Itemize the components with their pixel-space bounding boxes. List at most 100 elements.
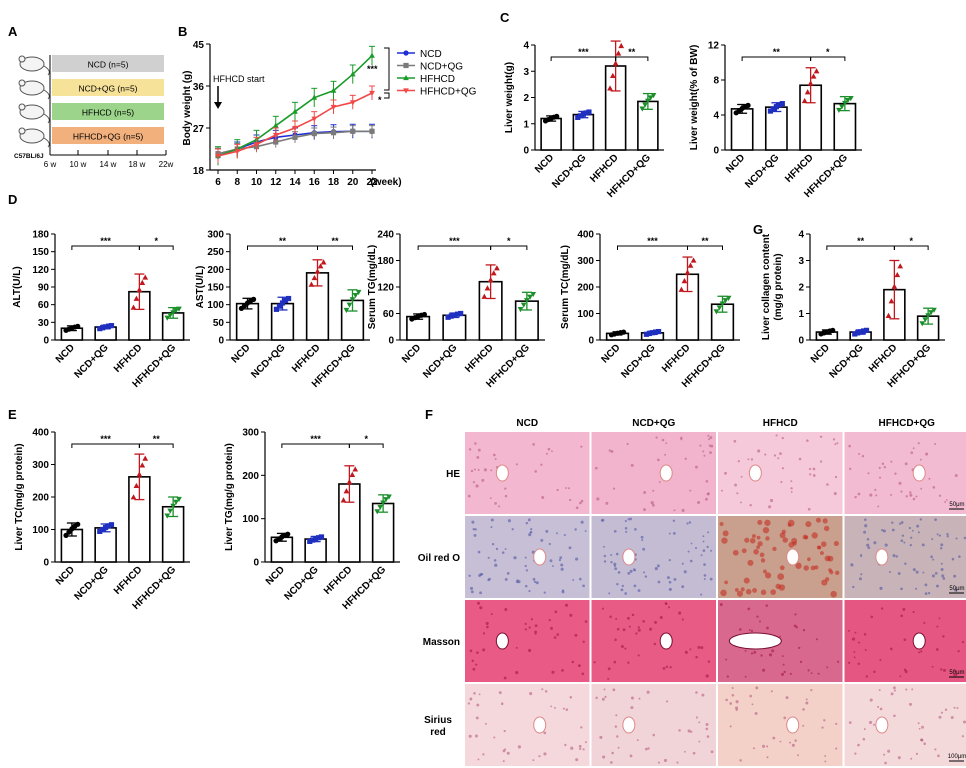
data-point	[164, 513, 171, 519]
texture-dot	[802, 708, 805, 711]
scale-label: 100μm	[948, 754, 966, 760]
sig-bracket	[138, 245, 174, 250]
vessel	[786, 548, 800, 566]
data-point	[415, 313, 421, 319]
data-point	[105, 523, 112, 529]
sig-label: **	[279, 236, 287, 246]
texture-dot	[748, 629, 751, 631]
texture-dot	[740, 501, 742, 504]
texture-dot	[785, 696, 789, 700]
y-tick-label: 1	[798, 309, 804, 320]
sig-label: ***	[449, 236, 460, 246]
texture-dot	[608, 449, 611, 452]
data-point	[317, 263, 324, 269]
texture-dot	[703, 574, 707, 577]
x-tick-label: NCD+QG	[619, 342, 657, 380]
texture-dot	[934, 443, 937, 446]
texture-dot	[581, 672, 585, 676]
texture-dot	[475, 484, 479, 488]
texture-dot	[779, 635, 781, 638]
data-point	[655, 328, 662, 335]
sig-bracket	[741, 56, 812, 61]
texture-dot	[613, 529, 617, 533]
texture-dot	[607, 667, 611, 671]
texture-dot	[568, 487, 571, 490]
texture-dot	[851, 637, 856, 641]
texture-dot	[932, 558, 935, 561]
texture-dot	[574, 528, 577, 531]
y-axis-label-line: Liver TG(mg/g protein)	[224, 443, 235, 551]
texture-dot	[770, 690, 773, 693]
data-point	[801, 97, 808, 104]
texture-dot	[928, 477, 931, 480]
mouse-tail	[43, 89, 50, 100]
texture-dot	[575, 506, 579, 510]
data-point	[167, 508, 174, 514]
texture-dot	[646, 690, 650, 694]
texture-dot	[468, 734, 472, 738]
data-point	[308, 281, 315, 287]
texture-dot	[736, 492, 739, 495]
texture-dot	[835, 722, 838, 725]
texture-dot	[565, 708, 569, 711]
bar	[540, 117, 562, 151]
texture-dot	[771, 649, 775, 653]
texture-dot	[630, 463, 634, 467]
texture-dot	[657, 761, 660, 764]
texture-dot	[503, 676, 507, 680]
texture-dot	[745, 588, 752, 595]
texture-dot	[635, 632, 638, 635]
texture-dot	[662, 667, 666, 670]
texture-dot	[467, 494, 471, 498]
texture-dot	[532, 443, 535, 446]
x-tick-label: 20	[347, 177, 359, 188]
texture-dot	[790, 487, 793, 490]
texture-dot	[507, 519, 511, 523]
data-point	[369, 90, 375, 97]
texture-dot	[620, 645, 624, 649]
data-point	[386, 494, 392, 500]
mouse-ear	[18, 79, 26, 87]
vessel	[728, 632, 782, 650]
texture-dot	[779, 565, 785, 571]
sig-label: *	[507, 236, 511, 246]
texture-dot	[781, 529, 786, 534]
data-point	[369, 52, 375, 58]
texture-dot	[703, 563, 706, 566]
texture-dot	[811, 532, 818, 539]
texture-dot	[944, 501, 947, 503]
y-axis-label-line: (mg/g protein)	[773, 253, 784, 320]
texture-dot	[492, 453, 496, 457]
data-point	[922, 317, 929, 323]
texture-dot	[864, 648, 867, 651]
texture-dot	[474, 528, 477, 531]
texture-dot	[879, 586, 883, 590]
vessel	[495, 632, 509, 650]
data-point	[484, 285, 491, 291]
texture-dot	[532, 577, 536, 581]
vessel	[659, 632, 673, 650]
texture-dot	[529, 531, 532, 534]
texture-dot	[725, 698, 728, 702]
micrograph-image	[591, 516, 716, 598]
sig-bracket	[71, 245, 140, 250]
texture-dot	[879, 707, 883, 711]
texture-dot	[854, 752, 857, 755]
texture-dot	[621, 584, 624, 588]
data-point	[847, 95, 854, 102]
data-point	[925, 313, 931, 319]
texture-dot	[854, 631, 857, 634]
data-point	[824, 329, 830, 335]
texture-dot	[899, 522, 902, 525]
texture-dot	[909, 543, 913, 547]
texture-dot	[469, 697, 473, 701]
texture-dot	[934, 748, 937, 751]
texture-dot	[743, 577, 750, 584]
texture-dot	[891, 521, 894, 524]
mouse-tail	[43, 113, 50, 124]
y-tick-label: 2	[523, 93, 529, 104]
texture-dot	[904, 462, 908, 466]
data-point	[310, 537, 316, 543]
texture-dot	[485, 621, 489, 625]
panel-label-f: F	[425, 407, 433, 422]
